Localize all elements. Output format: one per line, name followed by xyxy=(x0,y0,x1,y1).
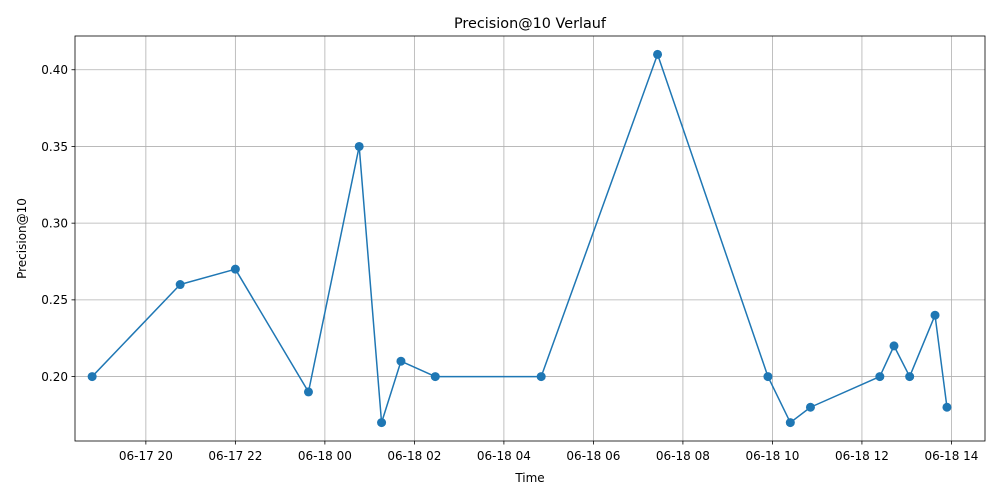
x-tick-label: 06-18 04 xyxy=(477,449,531,463)
series-layer xyxy=(87,49,952,428)
x-tick-label: 06-18 14 xyxy=(924,449,978,463)
grid-layer xyxy=(75,36,985,441)
tick-layer: 06-17 20 06-17 22 06-18 00 06-18 02 06-18 04… xyxy=(41,63,978,463)
data-point xyxy=(930,310,940,320)
data-point xyxy=(875,372,885,382)
x-tick-label: 06-17 20 xyxy=(119,449,173,463)
data-point xyxy=(785,418,795,428)
series-line xyxy=(91,53,948,424)
data-point xyxy=(354,141,364,151)
x-tick-label: 06-17 22 xyxy=(208,449,262,463)
data-point xyxy=(805,402,815,412)
data-point xyxy=(230,264,240,274)
y-tick-label: 0.30 xyxy=(41,216,68,230)
x-tick-label: 06-18 00 xyxy=(298,449,352,463)
data-point xyxy=(303,387,313,397)
data-point xyxy=(536,372,546,382)
x-tick-label: 06-18 02 xyxy=(387,449,441,463)
data-point xyxy=(942,402,952,412)
y-tick-label: 0.25 xyxy=(41,293,68,307)
data-point xyxy=(175,280,185,290)
x-axis-label: Time xyxy=(514,471,544,485)
y-axis-label: Precision@10 xyxy=(15,198,29,279)
plot-frame xyxy=(74,35,986,442)
y-tick-label: 0.20 xyxy=(41,370,68,384)
data-point xyxy=(905,372,915,382)
y-tick-label: 0.35 xyxy=(41,140,68,154)
data-point xyxy=(763,372,773,382)
x-tick-label: 06-18 08 xyxy=(656,449,710,463)
y-tick-label: 0.40 xyxy=(41,63,68,77)
data-point xyxy=(377,418,387,428)
data-point xyxy=(87,372,97,382)
data-point xyxy=(430,372,440,382)
x-tick-label: 06-18 12 xyxy=(835,449,889,463)
data-point xyxy=(396,356,406,366)
data-point xyxy=(889,341,899,351)
data-point xyxy=(653,49,663,59)
x-tick-label: 06-18 06 xyxy=(566,449,620,463)
chart-title: Precision@10 Verlauf xyxy=(454,16,607,32)
x-tick-label: 06-18 10 xyxy=(745,449,799,463)
